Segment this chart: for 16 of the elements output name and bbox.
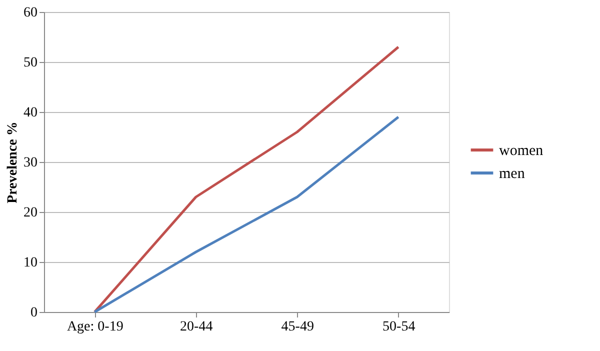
y-tick-label: 0 bbox=[30, 306, 38, 320]
legend-label: women bbox=[499, 143, 544, 159]
x-tick-label: 20-44 bbox=[180, 320, 213, 334]
x-tick-label: Age: 0-19 bbox=[66, 320, 124, 334]
line-series bbox=[93, 46, 400, 314]
legend-label: men bbox=[499, 166, 526, 182]
y-tick-label: 30 bbox=[24, 156, 38, 170]
x-tick-label: 45-49 bbox=[281, 320, 314, 334]
y-tick-label: 60 bbox=[24, 6, 38, 20]
x-tick-label: 50-54 bbox=[382, 320, 416, 334]
y-axis-title: Prevelence % bbox=[6, 122, 20, 204]
y-tick-label: 10 bbox=[24, 256, 38, 270]
y-tick-label: 40 bbox=[24, 106, 38, 120]
y-tick-label: 20 bbox=[24, 206, 38, 220]
line-series bbox=[93, 116, 400, 314]
y-tick-label: 50 bbox=[24, 56, 38, 70]
